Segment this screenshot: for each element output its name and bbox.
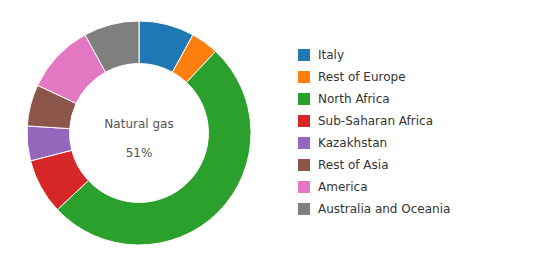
legend-item: North Africa [298,92,390,106]
legend-item: Rest of Europe [298,70,406,84]
legend: Italy Rest of Europe North Africa Sub-Sahar… [298,48,450,216]
legend-swatch [298,115,310,127]
legend-item: Italy [298,48,344,62]
legend-item: Sub-Saharan Africa [298,114,433,128]
slice [27,126,72,161]
legend-swatch [298,203,310,215]
legend-item: America [298,180,368,194]
legend-swatch [298,71,310,83]
legend-label: Rest of Asia [318,158,388,172]
legend-label: Italy [318,48,344,62]
legend-item: Australia and Oceania [298,202,450,216]
center-text: 51% [126,146,153,160]
legend-swatch [298,49,310,61]
pie [27,21,251,245]
legend-label: Sub-Saharan Africa [318,114,433,128]
legend-swatch [298,137,310,149]
chart: Natural gas 51% Italy Rest of Europe North A… [0,0,556,266]
legend-label: America [318,180,368,194]
legend-swatch [298,159,310,171]
legend-label: North Africa [318,92,390,106]
slice [31,150,89,209]
legend-swatch [298,93,310,105]
legend-item: Rest of Asia [298,158,388,172]
slice [85,21,139,72]
legend-label: Kazakhstan [318,136,387,150]
legend-item: Kazakhstan [298,136,387,150]
legend-swatch [298,181,310,193]
legend-label: Australia and Oceania [318,202,450,216]
center-text: Natural gas [104,117,173,131]
legend-label: Rest of Europe [318,70,406,84]
